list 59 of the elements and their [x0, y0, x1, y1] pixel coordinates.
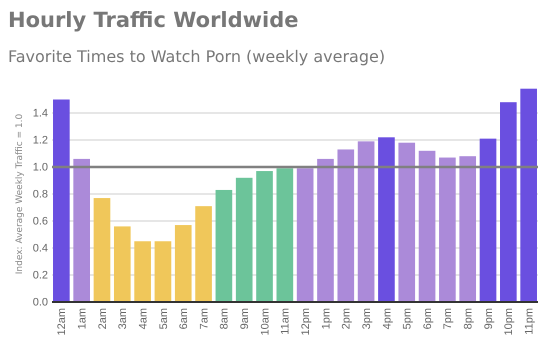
- x-tick-label: 10pm: [503, 308, 516, 336]
- bar: [216, 190, 232, 302]
- bar: [480, 138, 496, 302]
- x-tick-label: 3am: [117, 308, 130, 330]
- x-tick-label: 2am: [96, 308, 109, 330]
- bar: [154, 241, 172, 302]
- x-tick-label: 10am: [259, 308, 272, 336]
- y-tick-label: 0.6: [32, 216, 48, 228]
- bar: [256, 171, 273, 302]
- bar: [134, 241, 151, 302]
- bar: [296, 168, 314, 302]
- bar: [195, 206, 212, 302]
- y-tick-label: 0.2: [32, 270, 48, 282]
- x-tick-label: 1pm: [320, 308, 332, 330]
- x-tick-label: 12am: [56, 308, 68, 336]
- x-tick-label: 7pm: [442, 308, 454, 330]
- y-tick-label: 1.4: [32, 108, 48, 120]
- bar: [520, 88, 537, 302]
- y-tick-label: 1.0: [32, 162, 48, 174]
- y-tick-label: 0.0: [32, 296, 48, 309]
- chart-subtitle: Favorite Times to Watch Porn (weekly average): [8, 47, 386, 66]
- x-tick-label: 5pm: [402, 308, 414, 330]
- chart-title: Hourly Traffic Worldwide: [8, 8, 299, 32]
- x-tick-label: 9pm: [482, 308, 495, 330]
- x-tick-label: 8am: [218, 308, 231, 330]
- y-axis-title: Index: Average Weekly Traffic = 1.0: [15, 114, 25, 274]
- bar: [337, 149, 354, 302]
- y-tick-label: 0.4: [32, 242, 48, 255]
- bar: [378, 137, 395, 302]
- x-tick-label: 11pm: [524, 308, 536, 335]
- x-tick-label: 12pm: [300, 308, 312, 336]
- bar: [94, 198, 110, 302]
- bar: [174, 225, 192, 302]
- bar: [358, 141, 374, 302]
- bar: [114, 226, 131, 302]
- bar: [73, 158, 90, 302]
- bar: [459, 156, 476, 302]
- x-tick-label: 8pm: [462, 308, 475, 330]
- y-tick-label: 1.2: [32, 134, 48, 147]
- x-tick-label: 3pm: [360, 308, 373, 330]
- x-tick-label: 6am: [178, 308, 190, 330]
- bar: [500, 102, 517, 302]
- x-tick-label: 2pm: [340, 308, 353, 330]
- bar: [317, 158, 334, 302]
- bar: [398, 142, 416, 302]
- x-tick-label: 9am: [239, 308, 252, 330]
- bar: [236, 178, 253, 302]
- bar: [53, 100, 70, 302]
- bar: [418, 150, 436, 302]
- x-tick-label: 7am: [198, 308, 210, 330]
- x-tick-label: 11am: [280, 308, 292, 335]
- x-tick-label: 4am: [137, 308, 150, 330]
- x-tick-label: 1am: [76, 308, 89, 330]
- bar: [439, 158, 456, 302]
- x-tick-label: 5am: [158, 308, 170, 330]
- x-tick-label: 4pm: [381, 308, 394, 330]
- x-tick-label: 6pm: [422, 308, 434, 330]
- y-tick-label: 0.8: [32, 188, 48, 201]
- bar: [276, 168, 294, 302]
